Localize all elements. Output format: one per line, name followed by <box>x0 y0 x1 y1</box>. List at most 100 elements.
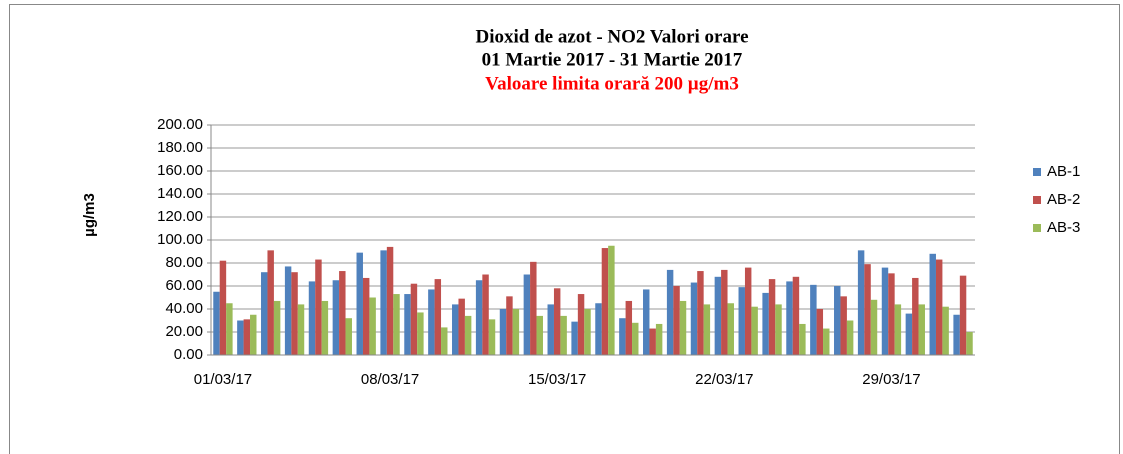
x-tick-label: 22/03/17 <box>695 371 753 388</box>
bar <box>506 296 513 355</box>
bar <box>284 266 292 355</box>
chart-title: Dioxid de azot - NO2 Valori orare <box>475 26 748 47</box>
bar <box>959 275 967 355</box>
bar <box>870 299 878 355</box>
bar <box>625 300 633 355</box>
bar <box>273 300 281 355</box>
bar <box>679 300 687 355</box>
bar <box>697 271 704 355</box>
bar <box>219 260 227 355</box>
bar <box>393 294 400 355</box>
bar <box>942 306 949 355</box>
bar <box>297 304 305 355</box>
bar <box>751 306 758 355</box>
bar <box>643 289 650 355</box>
legend-swatch <box>1033 224 1041 232</box>
bar <box>888 273 895 355</box>
bar <box>332 280 340 355</box>
legend-swatch <box>1033 168 1041 176</box>
bar <box>369 297 376 355</box>
legend-label: AB-2 <box>1047 191 1080 208</box>
bar <box>577 294 585 355</box>
bar <box>864 264 871 355</box>
bar <box>475 280 483 355</box>
bar <box>792 276 800 355</box>
bar <box>523 274 531 355</box>
bar <box>632 322 639 355</box>
bar <box>213 291 220 355</box>
y-tick-label: 80.00 <box>165 254 203 271</box>
bar <box>308 281 316 355</box>
bar <box>881 267 889 355</box>
bar <box>857 250 865 355</box>
bar <box>816 309 824 355</box>
legend-label: AB-3 <box>1047 219 1080 236</box>
bar <box>512 309 520 355</box>
bar <box>452 304 459 355</box>
y-tick-label: 160.00 <box>157 162 203 179</box>
bar <box>834 286 841 355</box>
y-tick-label: 200.00 <box>157 116 203 133</box>
bar <box>823 328 830 355</box>
bar <box>905 313 913 355</box>
x-tick-label: 01/03/17 <box>194 371 252 388</box>
bar <box>799 323 806 355</box>
bar <box>560 315 567 355</box>
bar <box>417 312 424 355</box>
bar <box>744 267 752 355</box>
bar <box>929 253 936 355</box>
bar <box>267 250 274 355</box>
y-tick-label: 0.00 <box>174 346 203 363</box>
bar <box>912 277 919 355</box>
bar <box>714 276 722 355</box>
bar <box>464 315 472 355</box>
bar <box>894 304 902 355</box>
bar <box>918 304 925 355</box>
bar <box>608 245 615 355</box>
legend-swatch <box>1033 196 1041 204</box>
x-tick-label: 08/03/17 <box>361 371 419 388</box>
bar <box>601 248 609 355</box>
y-tick-label: 100.00 <box>157 231 203 248</box>
bar <box>547 304 554 355</box>
bar <box>703 304 711 355</box>
bar <box>321 300 329 355</box>
bar <box>595 303 602 355</box>
y-tick-label: 40.00 <box>165 300 203 317</box>
bar <box>458 298 465 355</box>
bar <box>482 274 489 355</box>
y-tick-label: 20.00 <box>165 323 203 340</box>
bar <box>727 303 734 355</box>
chart-title: 01 Martie 2017 - 31 Martie 2017 <box>482 49 743 70</box>
bar <box>768 279 776 355</box>
bar <box>666 269 674 355</box>
bar <box>291 272 298 355</box>
x-tick-label: 29/03/17 <box>862 371 920 388</box>
bar <box>655 323 663 355</box>
y-tick-label: 140.00 <box>157 185 203 202</box>
bar <box>226 303 233 355</box>
bar <box>690 282 698 355</box>
bar <box>786 281 793 355</box>
bar <box>404 294 411 355</box>
bar <box>243 319 251 355</box>
legend-label: AB-1 <box>1047 163 1080 180</box>
bar <box>553 288 561 355</box>
bar <box>237 320 244 355</box>
chart-subtitle: Valoare limita orară 200 µg/m3 <box>485 73 739 94</box>
chart-frame <box>9 4 1120 454</box>
bar <box>762 292 769 355</box>
y-tick-label: 120.00 <box>157 208 203 225</box>
y-axis-label: µg/m3 <box>81 193 98 237</box>
bar <box>428 289 435 355</box>
bar <box>380 250 387 355</box>
bar <box>673 286 680 355</box>
bar <box>386 246 394 355</box>
bar <box>721 269 728 355</box>
bar <box>840 296 847 355</box>
bar <box>649 328 656 355</box>
bar <box>775 304 782 355</box>
y-tick-label: 180.00 <box>157 139 203 156</box>
bar <box>738 287 745 355</box>
